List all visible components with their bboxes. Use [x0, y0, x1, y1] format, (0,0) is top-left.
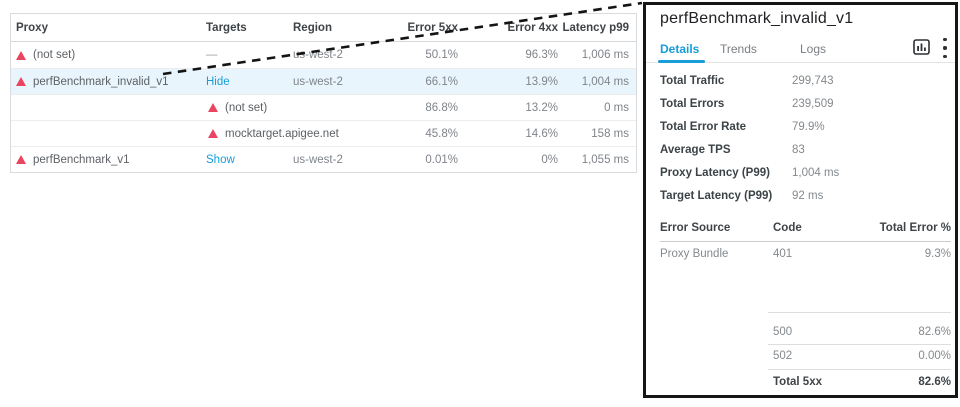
show-targets-link[interactable]: Show: [206, 153, 235, 166]
col-header-error-4xx: Error 4xx: [507, 21, 558, 34]
error-row-divider: [768, 344, 951, 345]
bar-chart-icon[interactable]: [913, 39, 930, 55]
hide-targets-link[interactable]: Hide: [206, 75, 230, 88]
error-row-divider: [768, 312, 951, 313]
error-code-401: 401: [773, 248, 793, 260]
error-table-header-divider: [660, 241, 951, 242]
stat-average-tps: Average TPS 83: [660, 143, 805, 156]
target-name: mocktarget.apigee.net: [225, 127, 339, 140]
table-row-perfbenchmark-invalid-v1[interactable]: perfBenchmark_invalid_v1 Hide us-west-2 …: [11, 68, 636, 94]
col-header-targets: Targets: [206, 21, 247, 34]
detail-panel: perfBenchmark_invalid_v1 Details Trends …: [643, 2, 958, 398]
error-code-502: 502: [773, 350, 793, 362]
latency-p99-value: 0 ms: [604, 101, 629, 114]
error-row-divider: [768, 369, 951, 370]
error-pct-500: 82.6%: [918, 326, 951, 338]
error-4xx-value: 13.2%: [525, 101, 558, 114]
error-code-500: 500: [773, 326, 793, 338]
table-row-target-mocktarget[interactable]: mocktarget.apigee.net 45.8% 14.6% 158 ms: [11, 120, 636, 146]
stat-target-latency-p99: Target Latency (P99) 92 ms: [660, 189, 824, 202]
error-total-5xx-pct: 82.6%: [918, 376, 951, 388]
error-4xx-value: 0%: [541, 153, 558, 166]
error-table-header-pct: Total Error %: [879, 222, 951, 234]
panel-title: perfBenchmark_invalid_v1: [660, 10, 854, 27]
error-5xx-value: 50.1%: [425, 49, 458, 61]
error-4xx-value: 96.3%: [525, 49, 558, 61]
error-source-value: Proxy Bundle: [660, 248, 729, 260]
error-5xx-value: 66.1%: [425, 75, 458, 88]
error-table-header-source: Error Source: [660, 222, 731, 234]
stat-total-errors: Total Errors 239,509: [660, 97, 834, 110]
col-header-region: Region: [293, 21, 332, 34]
proxy-table: Proxy Targets Region Error 5xx Error 4xx…: [10, 13, 637, 173]
stat-total-traffic: Total Traffic 299,743: [660, 74, 834, 87]
error-4xx-value: 14.6%: [525, 127, 558, 140]
proxy-name: perfBenchmark_invalid_v1: [33, 75, 169, 88]
table-row-perfbenchmark-v1[interactable]: perfBenchmark_v1 Show us-west-2 0.01% 0%…: [11, 146, 636, 172]
proxy-name: (not set): [33, 49, 76, 61]
table-row-target-not-set[interactable]: (not set) 86.8% 13.2% 0 ms: [11, 94, 636, 120]
tab-logs[interactable]: Logs: [800, 42, 827, 56]
active-tab-underline: [658, 60, 705, 63]
latency-p99-value: 158 ms: [591, 127, 629, 140]
region-value: us-west-2: [293, 75, 343, 88]
stat-total-error-rate: Total Error Rate 79.9%: [660, 120, 825, 133]
region-value: us-west-2: [293, 49, 343, 61]
region-value: us-west-2: [293, 153, 343, 166]
warning-icon: [208, 103, 218, 112]
stat-proxy-latency-p99: Proxy Latency (P99) 1,004 ms: [660, 166, 840, 179]
target-name: (not set): [225, 101, 268, 114]
error-5xx-value: 86.8%: [425, 101, 458, 114]
col-header-error-5xx: Error 5xx: [407, 21, 458, 34]
proxy-table-header: Proxy Targets Region Error 5xx Error 4xx…: [11, 14, 636, 42]
proxy-name: perfBenchmark_v1: [33, 153, 130, 166]
error-pct-401: 9.3%: [924, 248, 951, 260]
error-pct-502: 0.00%: [918, 350, 951, 362]
warning-icon: [16, 155, 26, 164]
stats-list: Total Traffic 299,743 Total Errors 239,5…: [660, 69, 941, 207]
latency-p99-value: 1,055 ms: [581, 153, 629, 166]
col-header-latency-p99: Latency p99: [562, 21, 629, 34]
table-row-not-set[interactable]: (not set) — us-west-2 50.1% 96.3% 1,006 …: [11, 42, 636, 68]
warning-icon: [16, 50, 26, 60]
warning-icon: [16, 77, 26, 86]
warning-icon: [208, 129, 218, 138]
error-5xx-value: 45.8%: [425, 127, 458, 140]
latency-p99-value: 1,006 ms: [581, 49, 629, 61]
tab-trends[interactable]: Trends: [720, 42, 757, 56]
error-4xx-value: 13.9%: [525, 75, 558, 88]
error-5xx-value: 0.01%: [425, 153, 458, 166]
latency-p99-value: 1,004 ms: [581, 75, 629, 88]
error-total-5xx-label: Total 5xx: [773, 376, 822, 388]
kebab-menu-icon[interactable]: [941, 38, 949, 58]
panel-tabbar: Details Trends Logs: [646, 38, 955, 63]
tab-details[interactable]: Details: [660, 42, 700, 56]
col-header-proxy: Proxy: [16, 21, 48, 34]
error-table-header-code: Code: [773, 222, 802, 234]
targets-empty-value: —: [206, 49, 218, 61]
